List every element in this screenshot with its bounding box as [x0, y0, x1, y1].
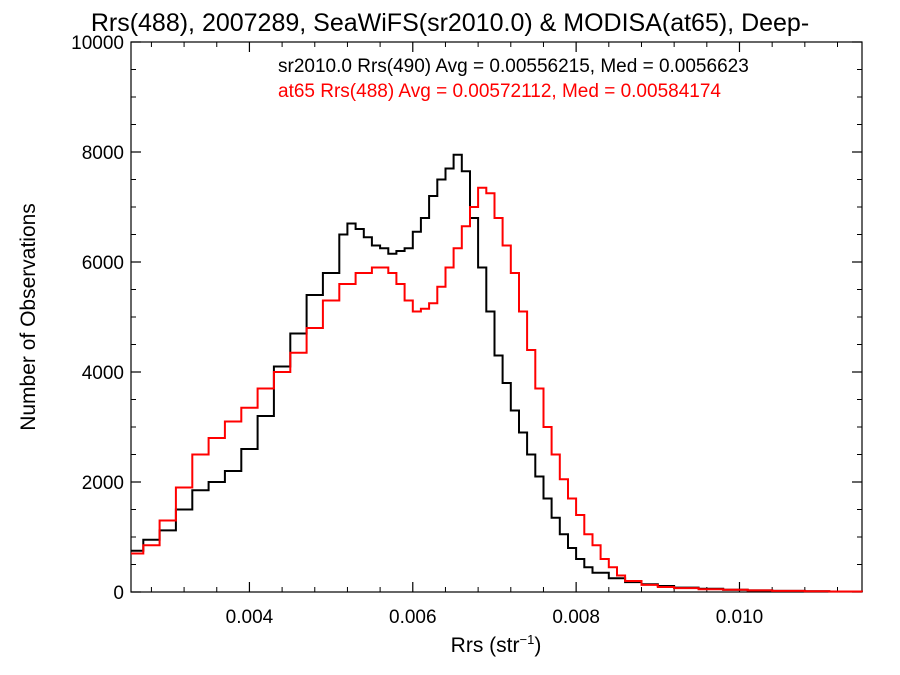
- x-tick-label: 0.006: [389, 607, 437, 628]
- x-axis-label-superscript: −1: [520, 632, 535, 647]
- y-tick-label: 0: [113, 583, 124, 604]
- series-line-sr2010: [131, 153, 863, 593]
- x-tick-label: 0.010: [716, 607, 764, 628]
- x-tick-label: 0.008: [552, 607, 600, 628]
- y-tick-label: 8000: [82, 143, 124, 164]
- legend: sr2010.0 Rrs(490) Avg = 0.00556215, Med …: [278, 56, 749, 102]
- series-group: [131, 153, 863, 593]
- plot-frame: [130, 41, 863, 593]
- y-tick-label: 2000: [82, 473, 124, 494]
- series-line-at65: [131, 186, 863, 593]
- x-axis-label: Rrs (str−1): [451, 632, 542, 657]
- legend-entry-sr2010: sr2010.0 Rrs(490) Avg = 0.00556215, Med …: [278, 56, 749, 77]
- y-axis-ticks: 0 2000 4000 6000 8000 10000: [71, 33, 862, 604]
- y-tick-label: 4000: [82, 363, 124, 384]
- y-axis-label: Number of Observations: [17, 203, 40, 431]
- chart-title: Rrs(488), 2007289, SeaWiFS(sr2010.0) & M…: [91, 9, 809, 37]
- y-tick-label: 10000: [71, 33, 124, 54]
- y-tick-label: 6000: [82, 253, 124, 274]
- x-axis-ticks: 0.004 0.006 0.008 0.010: [150, 42, 838, 628]
- legend-entry-at65: at65 Rrs(488) Avg = 0.00572112, Med = 0.…: [278, 81, 721, 102]
- x-tick-label: 0.004: [226, 607, 274, 628]
